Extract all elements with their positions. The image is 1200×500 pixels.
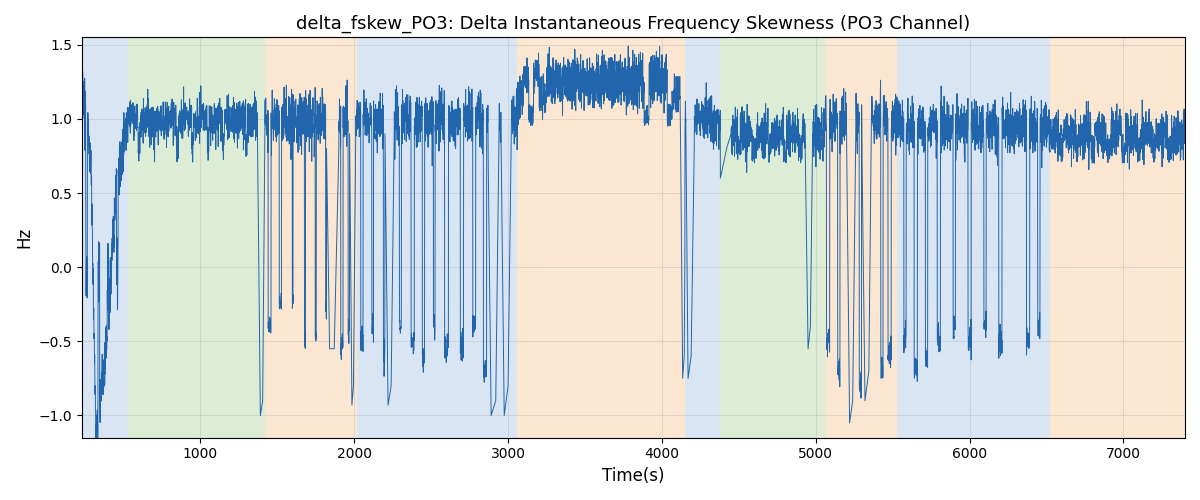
Bar (128, 38, 265, 438)
Bar (720, 38, 824, 438)
Title: delta_fskew_PO3: Delta Instantaneous Frequency Skewness (PO3 Channel): delta_fskew_PO3: Delta Instantaneous Fre… (296, 15, 971, 34)
Bar (265, 38, 358, 438)
Y-axis label: Hz: Hz (14, 227, 32, 248)
Bar (898, 38, 1050, 438)
Bar (1050, 38, 1186, 438)
Bar (82, 38, 128, 438)
Bar (517, 38, 685, 438)
Bar (685, 38, 720, 438)
X-axis label: Time(s): Time(s) (602, 467, 665, 485)
Bar (358, 38, 517, 438)
Bar (824, 38, 898, 438)
